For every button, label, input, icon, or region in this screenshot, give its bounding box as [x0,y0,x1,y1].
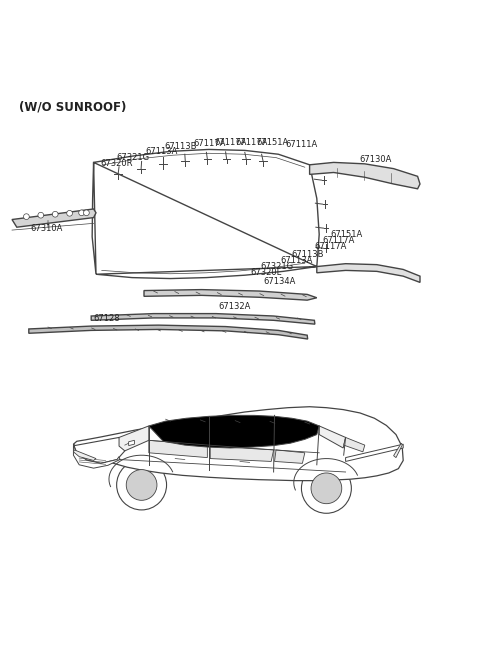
Text: 67320R: 67320R [101,159,133,168]
Text: 67117A: 67117A [215,138,247,146]
Text: 67113A: 67113A [145,147,178,156]
Text: 67321G: 67321G [116,153,149,162]
Polygon shape [12,209,96,227]
Text: 67151A: 67151A [330,230,362,239]
Text: 67113A: 67113A [281,256,313,264]
Polygon shape [119,426,149,451]
Polygon shape [319,426,346,448]
Circle shape [52,211,58,217]
Text: (W/O SUNROOF): (W/O SUNROOF) [19,100,127,113]
Text: 67321G: 67321G [261,262,294,272]
Polygon shape [73,438,125,463]
Circle shape [24,214,29,220]
Text: 67151A: 67151A [257,138,289,146]
Polygon shape [144,289,317,300]
Polygon shape [149,415,319,448]
Polygon shape [91,314,315,324]
Circle shape [117,460,167,510]
Polygon shape [310,163,420,189]
Circle shape [311,473,342,504]
Text: 67132A: 67132A [218,302,251,311]
Polygon shape [275,450,305,463]
Circle shape [67,211,72,216]
Text: 67117A: 67117A [193,139,226,148]
Circle shape [126,470,157,501]
Polygon shape [344,438,365,452]
Text: 67117A: 67117A [314,242,347,251]
Polygon shape [317,264,420,282]
Text: 67130A: 67130A [359,155,391,164]
Text: 67134A: 67134A [263,277,295,286]
Text: 67113B: 67113B [164,142,197,152]
Polygon shape [73,407,403,481]
Polygon shape [73,450,96,461]
Polygon shape [394,443,402,458]
Polygon shape [210,446,274,461]
Polygon shape [129,440,134,445]
Circle shape [79,210,84,216]
Text: 67320L: 67320L [250,268,281,277]
Circle shape [84,210,89,216]
Text: 67111A: 67111A [286,140,318,150]
Text: 67117A: 67117A [235,138,267,146]
Circle shape [38,213,44,218]
Text: 67310A: 67310A [30,224,62,233]
Polygon shape [73,445,120,468]
Circle shape [301,463,351,513]
Polygon shape [29,325,308,339]
Polygon shape [92,150,319,279]
Text: 67113B: 67113B [292,250,324,259]
Text: 67117A: 67117A [323,236,355,245]
Polygon shape [149,440,207,458]
Text: 67128: 67128 [94,314,120,323]
Polygon shape [346,444,403,461]
